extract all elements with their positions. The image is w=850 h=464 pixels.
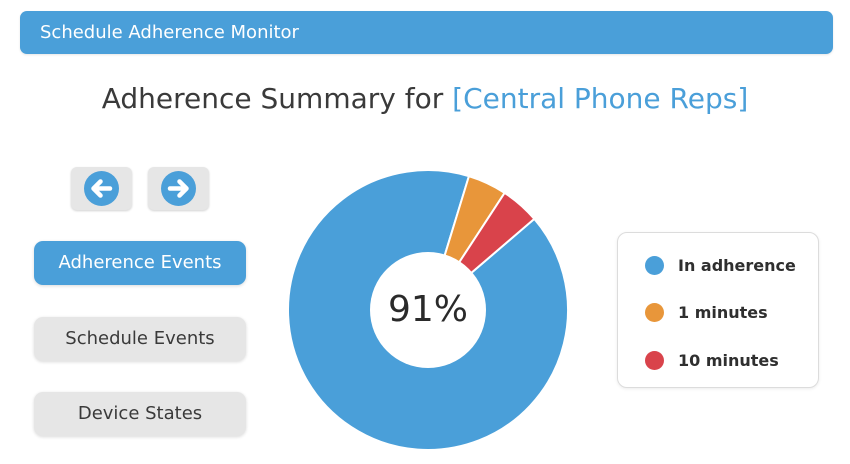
schedule-events-label: Schedule Events: [65, 328, 215, 349]
donut-hole: [370, 252, 486, 368]
adherence-donut-chart: 91%: [287, 169, 569, 451]
device-states-label: Device States: [77, 403, 203, 424]
legend-item-in-adherence: In adherence: [645, 253, 796, 277]
legend-item-10-minutes: 10 minutes: [645, 348, 779, 372]
legend-dot-1-minutes: [645, 302, 664, 322]
forward-button[interactable]: [148, 167, 209, 210]
legend-dot-10-minutes: [645, 350, 664, 370]
donut-svg: [287, 169, 569, 451]
app-title-bar: Schedule Adherence Monitor: [20, 11, 833, 54]
legend-label-in-adherence: In adherence: [678, 255, 796, 275]
back-button[interactable]: [71, 167, 132, 210]
legend-dot-in-adherence: [645, 255, 664, 275]
arrow-right-icon: [161, 171, 196, 206]
legend-item-1-minutes: 1 minutes: [645, 300, 768, 324]
schedule-events-button[interactable]: Schedule Events: [34, 317, 246, 361]
legend-label-1-minutes: 1 minutes: [678, 302, 768, 322]
donut-slice-in-adherence: [287, 169, 569, 451]
group-selector[interactable]: [Central Phone Reps]: [452, 82, 749, 115]
page-title: Adherence Summary for [Central Phone Rep…: [0, 82, 850, 115]
page-title-prefix: Adherence Summary for: [101, 82, 453, 115]
legend-label-10-minutes: 10 minutes: [678, 350, 779, 370]
app-title: Schedule Adherence Monitor: [40, 22, 299, 43]
arrow-left-icon: [84, 171, 119, 206]
adherence-events-button[interactable]: Adherence Events: [34, 241, 246, 285]
adherence-events-label: Adherence Events: [58, 252, 222, 273]
chart-legend: In adherence 1 minutes 10 minutes: [617, 232, 819, 388]
device-states-button[interactable]: Device States: [34, 392, 246, 436]
